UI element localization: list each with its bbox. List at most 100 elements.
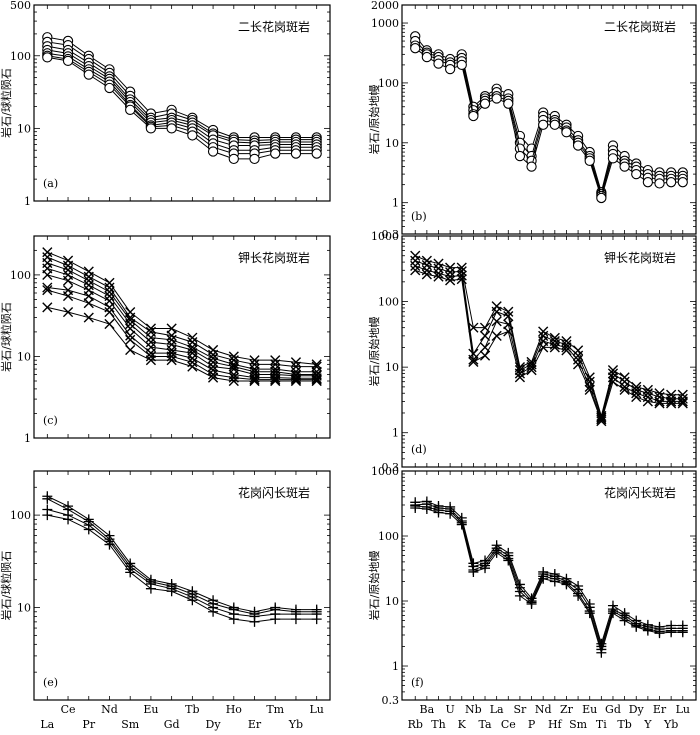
data-point [145,323,157,334]
series-line [414,35,683,195]
data-point [311,148,322,159]
data-series [42,302,322,387]
y-tick-label: 10 [17,350,31,363]
data-series [42,247,322,370]
data-point [270,355,281,366]
data-point [444,63,456,75]
x-tick-label: Lu [676,703,690,716]
data-point [445,275,456,286]
data-point [42,269,53,281]
data-point [584,155,595,166]
x-tick-label: Tm [266,703,284,716]
data-point [491,330,502,341]
data-point [584,384,595,395]
data-point [607,153,619,164]
x-tick-label: P [528,718,536,731]
x-tick-label: Dy [629,703,645,716]
y-tick-label: 10 [17,602,31,615]
data-point [596,416,607,427]
y-tick-label: 10 [385,361,399,374]
data-point [514,372,526,383]
chart-panel-a: 1 10 100 500 二长花岗斑岩 (a) 岩石/球粒陨石 [0,0,331,208]
x-tick-label: Tb [617,718,631,731]
data-series [42,510,322,627]
series-line [47,498,317,615]
data-point [607,376,619,387]
data-point [42,247,53,258]
data-point [433,507,444,518]
data-point [491,306,502,317]
data-point [561,127,572,138]
data-point [526,598,537,609]
data-point [311,361,322,372]
data-point [456,274,467,285]
data-point [619,376,630,387]
y-tick-label: 2000 [371,0,399,12]
data-point [631,384,642,395]
data-point [631,391,642,403]
data-point [410,260,421,271]
panel-title: 二长花岗斑岩 [604,19,676,34]
data-point [642,625,653,636]
x-tick-label: Ti [596,718,607,731]
data-point [42,302,53,313]
data-point [62,255,74,266]
x-tick-label: Ho [226,703,243,716]
data-point [596,192,607,204]
data-point [62,290,74,302]
data-series [42,252,322,372]
data-point [145,336,157,348]
data-point [290,375,302,387]
panel-title: 花岗闪长斑岩 [604,485,676,500]
x-tick-label: Yb [288,718,303,731]
x-tick-label: Er [248,718,262,731]
data-point [125,330,136,341]
x-tick-label: Gd [605,703,621,716]
data-point [270,614,281,625]
y-tick-label: 0.3 [382,228,400,241]
y-tick-label: 1000 [371,17,399,30]
series-line [415,505,683,652]
data-point [642,384,653,395]
series-line [47,256,317,368]
x-tick-label: K [458,718,467,731]
panel-label: (f) [411,676,424,689]
data-point [166,586,177,597]
x-tick-label: Nd [535,703,552,716]
data-point [596,647,607,658]
data-point [166,355,177,366]
series-line [414,45,683,198]
data-point [607,608,618,619]
y-tick-label: 100 [378,530,399,543]
data-point [456,266,467,277]
data-point [479,322,491,333]
data-point [311,359,322,370]
data-point [104,306,115,318]
x-tick-label: La [40,718,54,731]
data-point [290,361,302,372]
x-tick-label: Hf [548,718,563,731]
x-tick-label: Ce [501,718,516,731]
data-point [410,43,421,54]
data-point [503,319,514,330]
data-point [572,345,584,356]
data-point [456,262,467,273]
x-tick-label: Zr [560,703,574,716]
panel-label: (e) [43,676,58,689]
x-tick-label: Yb [663,718,678,731]
x-tick-label: Nd [101,703,118,716]
data-point [125,344,136,356]
data-point [166,334,177,345]
y-axis-label: 岩石/原始地幔 [367,551,381,621]
data-point [290,357,302,368]
data-point [249,374,260,385]
y-axis-label: 岩石/原始地幔 [367,85,381,155]
data-point [538,573,549,584]
data-point [42,493,53,504]
data-series [410,265,688,427]
data-point [491,93,502,104]
y-tick-label: 100 [10,509,31,522]
y-tick-label: 1000 [371,230,399,243]
data-point [642,177,654,188]
